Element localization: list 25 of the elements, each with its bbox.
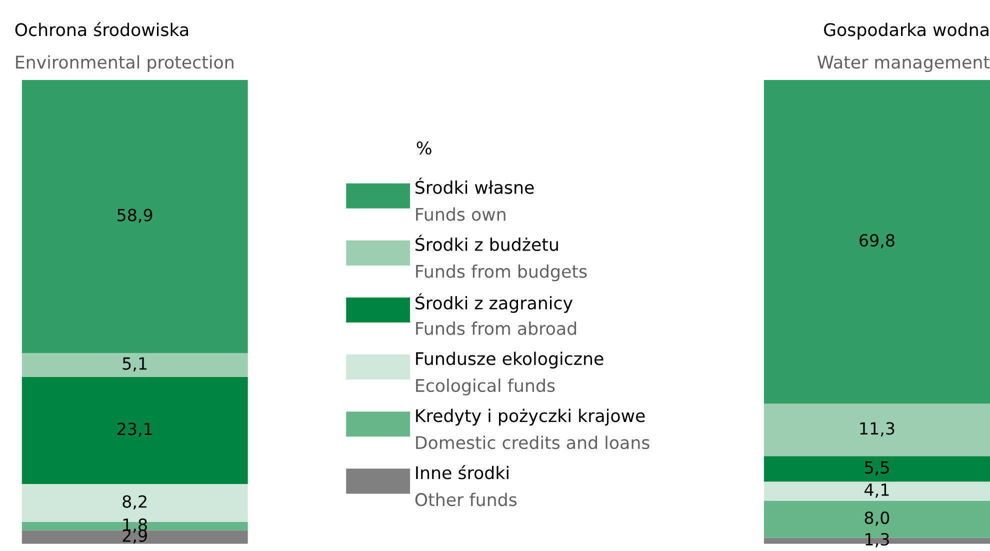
legend-label: Środki z budżetu Funds from budgets <box>416 234 587 282</box>
data-label: 5,1 <box>122 357 147 372</box>
bar <box>764 482 990 501</box>
legend-label: Środki z zagranicy Funds from abroad <box>416 293 576 335</box>
bar <box>22 353 248 377</box>
bar <box>764 404 990 456</box>
legend-label: Kredyty i pożyczki krajowe Domestic credits and loans <box>416 408 650 450</box>
x-tick-label: Gospodarka wodna Water management <box>817 22 990 72</box>
legend-title: % <box>416 141 432 155</box>
legend-label: Środki własne Funds own <box>416 178 534 221</box>
data-label: 8,2 <box>122 495 146 510</box>
data-label: 23,1 <box>117 422 152 437</box>
data-label: 4,1 <box>864 484 889 498</box>
data-label: 11,3 <box>860 422 894 436</box>
data-label: 8,0 <box>864 511 890 526</box>
bar <box>22 80 248 354</box>
legend-label: Inne środki Other funds <box>415 465 517 506</box>
data-label: 58,9 <box>118 208 152 224</box>
x-tick-label: Ochrona środowiska Environmental protection <box>15 22 234 72</box>
bar <box>764 80 990 404</box>
data-label: 69,8 <box>860 234 894 248</box>
data-label: 5,5 <box>865 461 889 476</box>
legend-label: Fundusze ekologiczne Ecological funds <box>416 352 604 396</box>
bar <box>22 376 248 484</box>
bar <box>764 456 990 482</box>
